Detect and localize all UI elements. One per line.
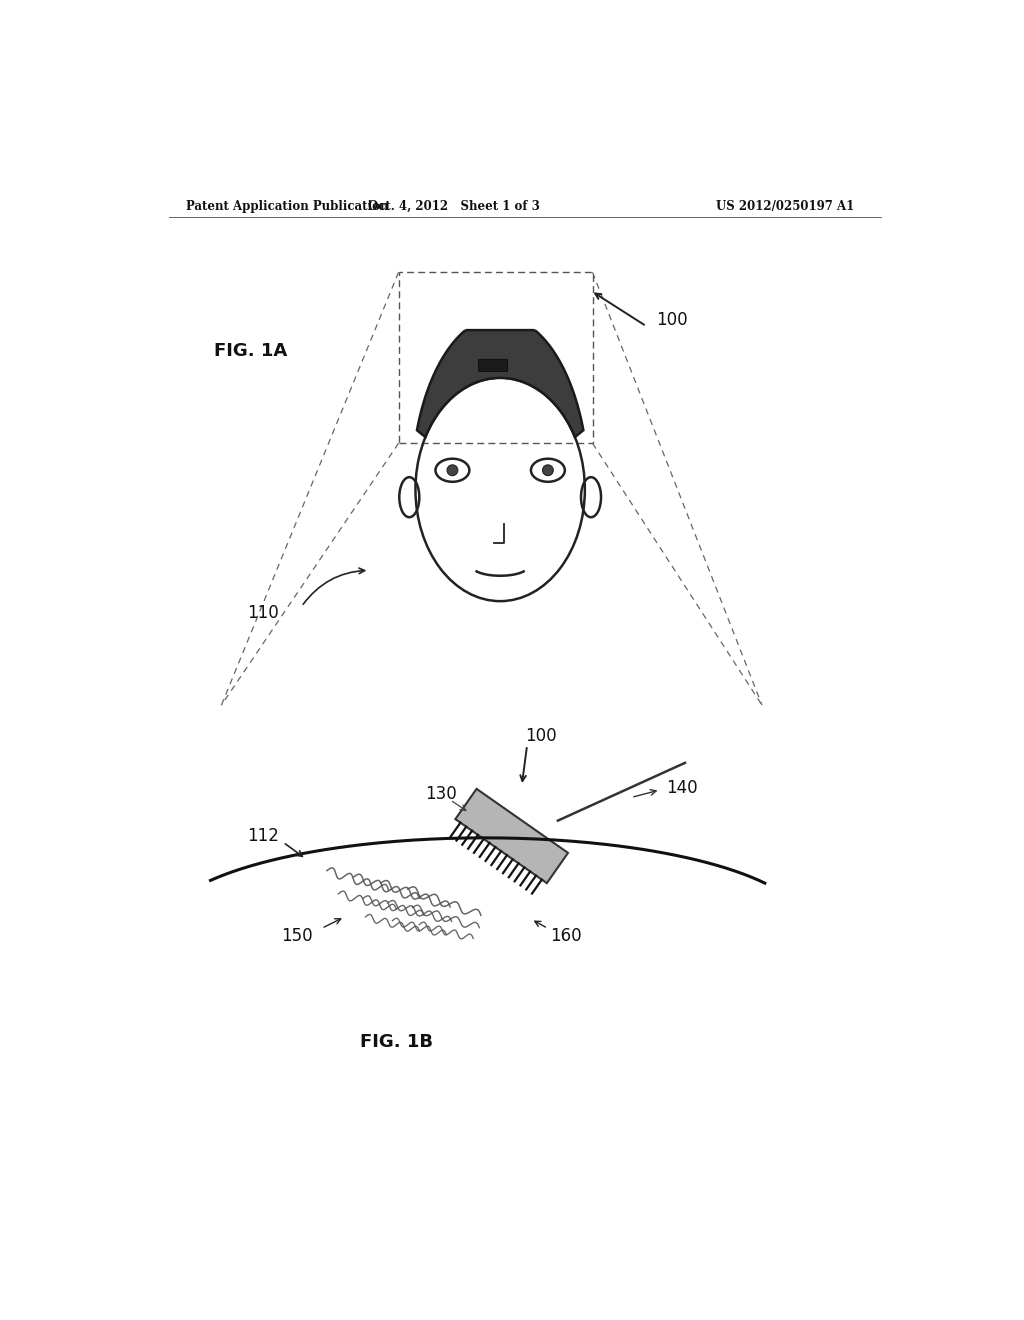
Text: 112: 112: [248, 828, 280, 845]
Bar: [398, 272, 593, 444]
Text: 140: 140: [666, 779, 697, 797]
Text: FIG. 1A: FIG. 1A: [214, 342, 287, 360]
Text: FIG. 1B: FIG. 1B: [360, 1034, 433, 1051]
Text: 160: 160: [550, 927, 582, 945]
Text: Oct. 4, 2012   Sheet 1 of 3: Oct. 4, 2012 Sheet 1 of 3: [368, 199, 540, 213]
Text: 100: 100: [655, 312, 687, 329]
Text: Patent Application Publication: Patent Application Publication: [186, 199, 388, 213]
Text: 110: 110: [248, 603, 280, 622]
Bar: [456, 789, 568, 883]
Text: 100: 100: [524, 727, 556, 744]
Bar: [478, 359, 507, 371]
Polygon shape: [417, 330, 584, 437]
Ellipse shape: [543, 465, 553, 475]
Text: 130: 130: [425, 784, 457, 803]
Ellipse shape: [447, 465, 458, 475]
Text: 150: 150: [281, 927, 312, 945]
Text: US 2012/0250197 A1: US 2012/0250197 A1: [716, 199, 854, 213]
